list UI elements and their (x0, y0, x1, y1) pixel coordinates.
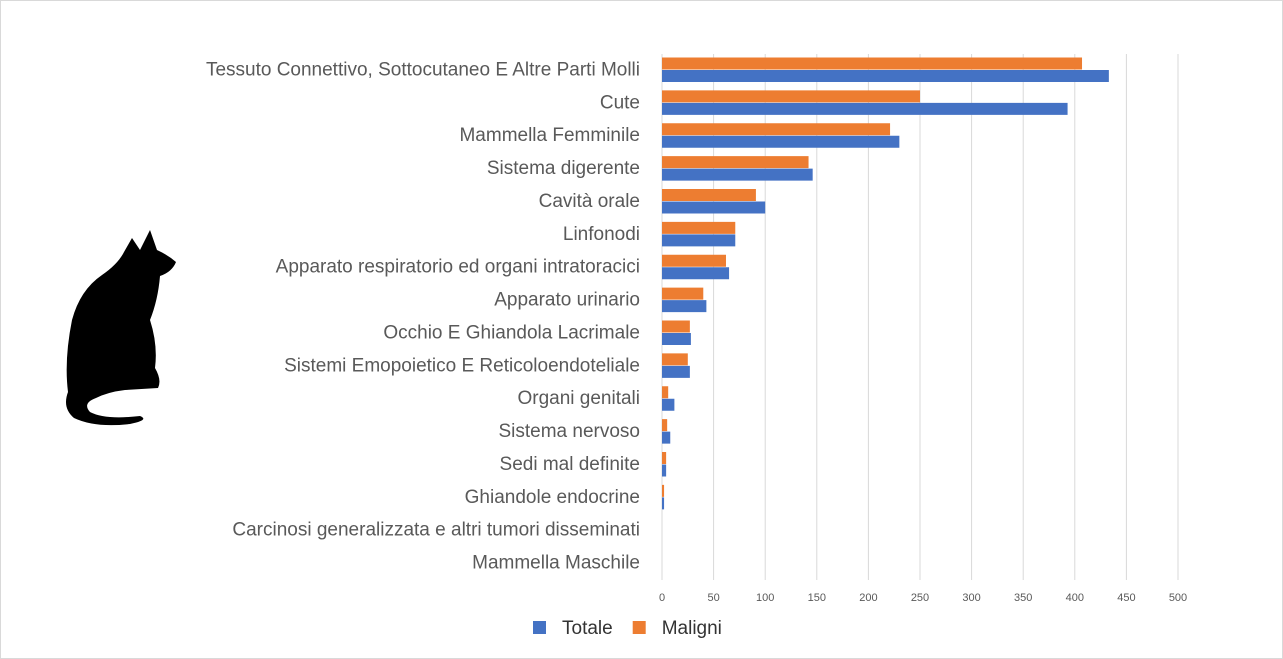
x-tick-label: 350 (1014, 592, 1032, 604)
category-label: Apparato respiratorio ed organi intrator… (276, 257, 640, 278)
x-tick-label: 200 (859, 592, 877, 604)
bar (662, 365, 690, 378)
category-label: Mammella Maschile (472, 553, 640, 574)
bar (662, 484, 665, 497)
legend-label: Totale (562, 618, 613, 639)
bar (662, 123, 891, 136)
x-tick-label: 450 (1117, 592, 1135, 604)
bar (662, 221, 736, 234)
x-tick-label: 500 (1169, 592, 1187, 604)
bar (662, 464, 667, 477)
x-tick-label: 50 (707, 592, 719, 604)
bar (662, 57, 1083, 70)
category-label: Sedi mal definite (500, 454, 640, 475)
x-tick-label: 400 (1066, 592, 1084, 604)
bar (662, 267, 730, 280)
category-label: Linfonodi (563, 224, 640, 245)
bar (662, 156, 809, 169)
category-label: Mammella Femminile (459, 125, 640, 146)
legend-swatch (632, 621, 646, 634)
bar (662, 386, 669, 399)
bar (662, 333, 691, 345)
category-label: Sistema digerente (487, 158, 640, 179)
x-tick-label: 300 (962, 592, 980, 604)
bar (662, 189, 756, 201)
bar (662, 398, 675, 411)
bar (662, 234, 736, 247)
x-tick-label: 250 (911, 592, 929, 604)
bar (662, 497, 665, 510)
cat-silhouette (66, 230, 176, 426)
category-label: Sistemi Emopoietico E Reticoloendotelial… (284, 355, 640, 376)
bar (662, 102, 1068, 115)
bar (662, 70, 1109, 82)
bar (662, 431, 671, 444)
bar (662, 452, 667, 464)
x-tick-label: 100 (756, 592, 774, 604)
bar (662, 287, 704, 300)
legend-swatch (533, 621, 546, 634)
bar (662, 300, 707, 313)
bar (662, 201, 766, 214)
bar (662, 353, 688, 366)
category-label: Tessuto Connettivo, Sottocutaneo E Altre… (206, 59, 640, 80)
category-label: Cavità orale (539, 191, 640, 212)
bar (662, 320, 690, 333)
legend-label: Maligni (662, 618, 722, 639)
category-label: Ghiandole endocrine (465, 487, 640, 508)
bar (662, 90, 920, 103)
category-label: Occhio E Ghiandola Lacrimale (383, 322, 640, 343)
bar (662, 419, 668, 432)
x-tick-label: 0 (659, 592, 665, 604)
category-label: Sistema nervoso (498, 421, 640, 442)
bar (662, 254, 726, 267)
category-label: Cute (600, 92, 640, 113)
category-label: Carcinosi generalizzata e altri tumori d… (232, 520, 640, 541)
x-tick-label: 150 (808, 592, 826, 604)
category-label: Apparato urinario (494, 290, 640, 311)
category-label: Organi genitali (517, 388, 640, 409)
bar (662, 135, 900, 148)
bar (662, 168, 813, 181)
